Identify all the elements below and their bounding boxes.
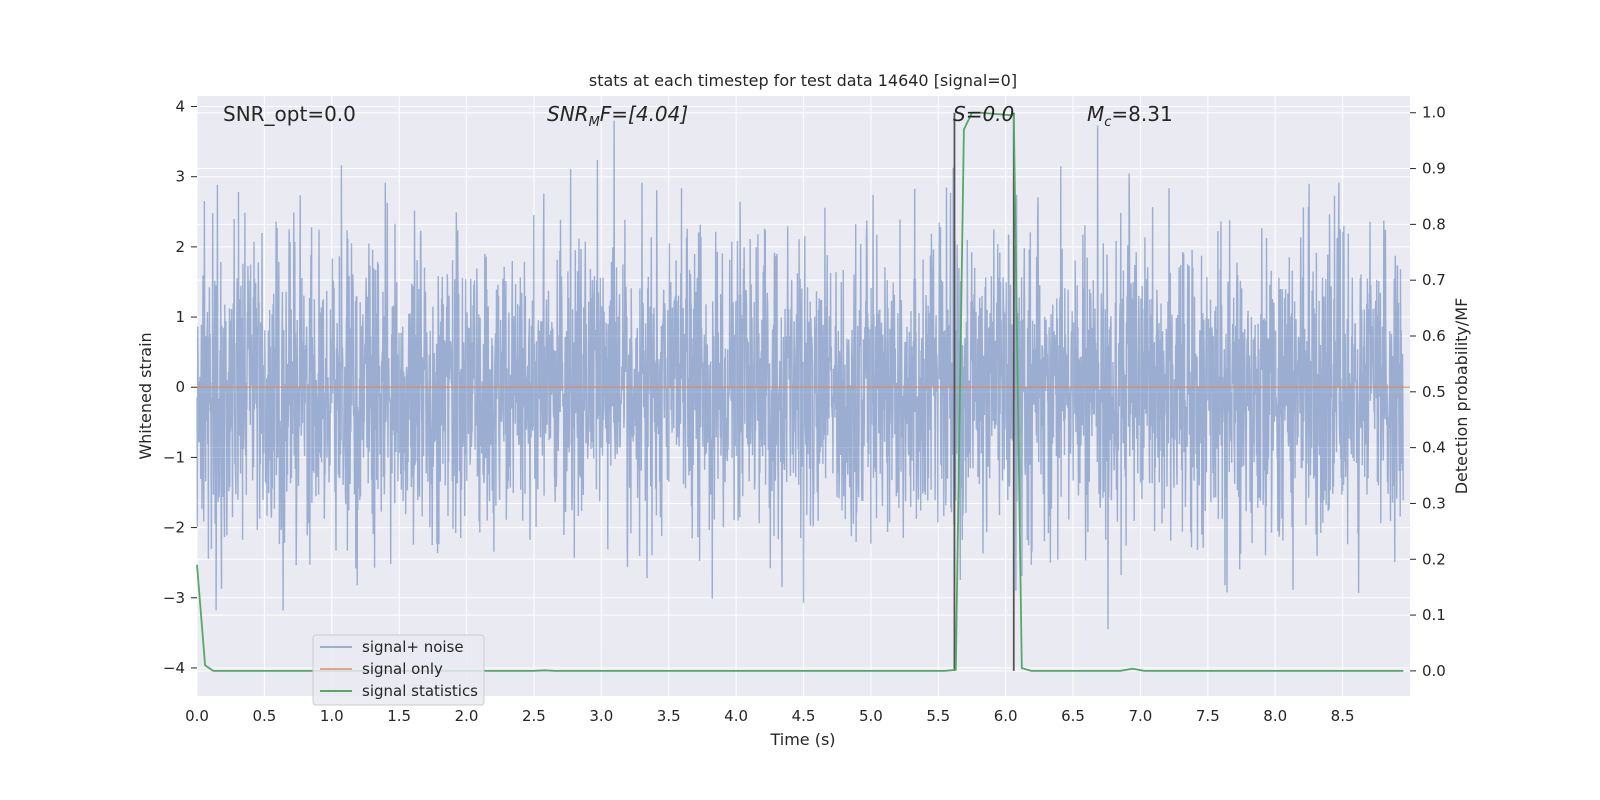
x-axis-ticks: 0.0 0.5 1.0 1.5 2.0 2.5 3.0 3.5 4.0 4.5 5.0 5.5 6.0 6… (185, 707, 1354, 725)
annotation-snr-mf-sub: M (589, 115, 600, 130)
annotation-snr-mf: SNRMF=[4.04] (547, 102, 688, 130)
y2-tick-label: 0.6 (1422, 327, 1446, 345)
y-tick-label: 2 (175, 238, 185, 256)
vertical-markers (953, 112, 1015, 671)
y-tick-label: −1 (163, 448, 185, 466)
y-axis-label: Whitened strain (136, 332, 155, 459)
x-tick-label: 1.5 (387, 707, 411, 725)
x-tick-label: 4.5 (792, 707, 816, 725)
y2-axis-ticks: 1.0 0.9 0.8 0.7 0.6 0.5 0.4 0.3 0.2 0.1 0.0 (1410, 104, 1446, 680)
legend-box (312, 634, 485, 706)
x-tick-label: 6.0 (994, 707, 1018, 725)
y2-tick-label: 0.2 (1422, 550, 1446, 568)
x-tick-label: 2.5 (522, 707, 546, 725)
annotation-snr-opt: SNR_opt=0.0 (223, 102, 356, 126)
y-tick-label: −2 (163, 519, 185, 537)
noise-series (196, 120, 1404, 630)
x-tick-label: 0.5 (252, 707, 276, 725)
x-tick-label: 7.0 (1129, 707, 1153, 725)
annotation-s-stat: S=0.0 (953, 102, 1014, 126)
x-tick-label: 5.5 (926, 707, 950, 725)
x-tick-label: 1.0 (320, 707, 344, 725)
y2-tick-label: 1.0 (1422, 104, 1446, 122)
x-tick-label: 6.5 (1061, 707, 1085, 725)
annotation-mc-main: M (1087, 102, 1104, 126)
legend-label-noise: signal+ noise (362, 638, 464, 656)
annotation-mc-rest: =8.31 (1111, 102, 1172, 126)
legend-label-signal: signal only (362, 660, 443, 678)
x-tick-label: 8.0 (1263, 707, 1287, 725)
y-tick-label: 4 (175, 98, 185, 116)
x-tick-label: 4.0 (724, 707, 748, 725)
y2-tick-label: 0.8 (1422, 215, 1446, 233)
y-tick-label: 1 (175, 308, 185, 326)
y-tick-label: 3 (175, 168, 185, 186)
y-tick-label: −3 (163, 589, 185, 607)
annotation-mc-sub: c (1104, 115, 1111, 130)
x-tick-label: 0.0 (185, 707, 209, 725)
y-tick-label: 0 (175, 378, 185, 396)
legend-label-stats: signal statistics (362, 682, 478, 700)
x-tick-label: 8.5 (1331, 707, 1355, 725)
x-tick-label: 7.5 (1196, 707, 1220, 725)
x-tick-label: 2.0 (455, 707, 479, 725)
y2-tick-label: 0.1 (1422, 606, 1446, 624)
chart-title: stats at each timestep for test data 146… (589, 71, 1017, 90)
y2-tick-label: 0.9 (1422, 160, 1446, 178)
y-tick-label: −4 (163, 659, 185, 677)
annotation-snr-mf-main: SNR (547, 102, 589, 126)
legend: signal+ noise signal only signal statist… (312, 634, 485, 706)
annotation-mc: Mc=8.31 (1087, 102, 1173, 130)
y2-tick-label: 0.4 (1422, 439, 1446, 457)
y2-tick-label: 0.3 (1422, 494, 1446, 512)
x-tick-label: 3.0 (589, 707, 613, 725)
x-tick-label: 3.5 (657, 707, 681, 725)
y2-tick-label: 0.5 (1422, 383, 1446, 401)
x-axis-label: Time (s) (769, 730, 835, 749)
x-tick-label: 5.0 (859, 707, 883, 725)
y-axis-ticks: 4 3 2 1 0 −1 −2 −3 −4 (163, 98, 197, 677)
y2-tick-label: 0.7 (1422, 271, 1446, 289)
annotation-snr-mf-rest: F=[4.04] (600, 102, 688, 126)
noise-trace (196, 120, 1404, 630)
y2-axis-label: Detection probability/MF (1452, 298, 1471, 495)
y2-tick-label: 0.0 (1422, 662, 1446, 680)
